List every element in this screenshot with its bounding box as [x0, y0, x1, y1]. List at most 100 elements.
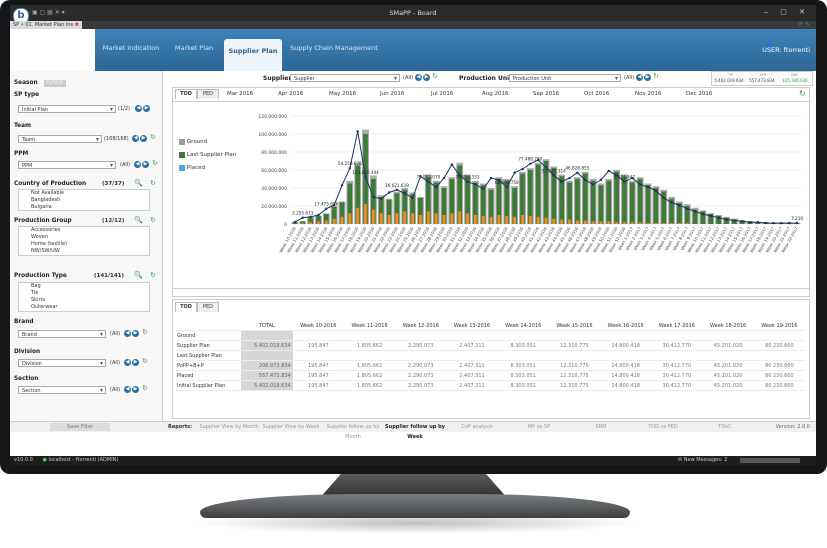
save-filter-button[interactable]: Save Filter [50, 423, 110, 431]
messages-label[interactable]: New Messages: 2 [683, 457, 728, 463]
series-point [521, 167, 524, 171]
bar-last-supplier-plan [300, 221, 306, 224]
sync-icon[interactable]: ⟳ ✎ [798, 21, 810, 28]
sp-type-select[interactable]: Initial Plan [18, 105, 116, 114]
report-link[interactable]: Supplier View by Week [262, 424, 320, 430]
pu-next-icon[interactable]: ▶ [644, 74, 651, 81]
tab-market-indication[interactable]: Market Indication [102, 44, 160, 52]
list-item[interactable]: Home (textile) [31, 241, 67, 247]
supplier-next-icon[interactable]: ▶ [423, 74, 430, 81]
list-item[interactable]: NW/SW/UW [31, 248, 60, 254]
quick-access-icons[interactable]: ▣ ▢ ▤ ✕ ▾ [32, 9, 65, 16]
list-item[interactable]: Not Available [31, 190, 64, 196]
division-refresh-icon[interactable]: ↻ [142, 357, 148, 365]
header-metrics: YP PFP Diff. 5.402.019.634 557.473.834 $… [711, 71, 813, 86]
prodgroup-search-icon[interactable]: 🔍 [134, 216, 143, 224]
division-next-icon[interactable]: ▶ [132, 359, 139, 366]
list-item[interactable]: Woven [31, 234, 48, 240]
country-list[interactable]: Not Available Bangladesh Bulgaria [18, 189, 150, 211]
prodtype-list[interactable]: Bag Tie Skirts Outerwear [18, 282, 150, 312]
supplier-prev-icon[interactable]: ◀ [415, 74, 422, 81]
list-item[interactable]: Accessories [31, 227, 61, 233]
supplier-select[interactable]: Supplier [290, 74, 400, 83]
pu-refresh-icon[interactable]: ↻ [653, 72, 659, 80]
report-link[interactable]: MP vs SP [527, 424, 551, 430]
bar-last-supplier-plan [371, 179, 376, 224]
division-select[interactable]: Division [18, 359, 106, 368]
bar-placed [364, 204, 367, 224]
division-prev-icon[interactable]: ◀ [124, 359, 131, 366]
list-item[interactable]: Tie [31, 290, 39, 296]
report-link[interactable]: CoP analysis [461, 424, 493, 430]
brand-refresh-icon[interactable]: ↻ [142, 328, 148, 336]
tab-market-plan[interactable]: Market Plan [174, 44, 214, 52]
brand-prev-icon[interactable]: ◀ [124, 330, 131, 337]
table-header-cell: Week 17-2016 [651, 321, 703, 331]
bar-last-supplier-plan [692, 209, 698, 224]
prodtype-refresh-icon[interactable]: ↻ [150, 271, 156, 279]
next-arrow-icon[interactable]: ▶ [143, 105, 150, 112]
tab-tod[interactable]: TOD [175, 89, 197, 99]
tab-ped[interactable]: PED [197, 89, 219, 99]
prodgroup-refresh-icon[interactable]: ↻ [150, 216, 156, 224]
chart-refresh-icon[interactable]: ↻ [799, 89, 806, 98]
report-link[interactable]: Supplier follow up by Month [326, 424, 380, 440]
window-controls[interactable]: ‒ ▢ ✕ [763, 8, 810, 16]
tab-supplier-plan[interactable]: Supplier Plan [224, 39, 282, 71]
ppm-next-icon[interactable]: ▶ [142, 161, 149, 168]
list-item[interactable]: Bulgaria [31, 204, 52, 210]
brand-select[interactable]: Brand [18, 330, 106, 339]
section-prev-icon[interactable]: ◀ [124, 386, 131, 393]
country-refresh-icon[interactable]: ↻ [150, 179, 156, 187]
section-refresh-icon[interactable]: ↻ [142, 384, 148, 392]
list-item[interactable]: Bangladesh [31, 197, 61, 203]
messages-icon[interactable]: ✉ New Messages: 2 [678, 457, 728, 463]
table-header-cell: Week 14-2016 [497, 321, 549, 331]
bar-placed [575, 220, 579, 224]
tab-ped-table[interactable]: PED [197, 302, 219, 312]
table-cell: 2.407.311 [446, 340, 498, 351]
tab-supply-chain-management[interactable]: Supply Chain Management [290, 44, 378, 52]
team-select[interactable]: Team [18, 135, 102, 144]
bar-placed [450, 213, 454, 224]
settings-icon[interactable]: ✎ [804, 21, 810, 28]
report-link[interactable]: Supplier View by Month [199, 424, 259, 430]
file-tab[interactable]: SP • 01. Market Plan Ins ✖ [10, 21, 82, 29]
series-point [670, 201, 673, 204]
team-next-icon[interactable]: ▶ [140, 135, 147, 142]
prodtype-count: (141/141) [94, 273, 124, 279]
prodgroup-list[interactable]: Accessories Woven Home (textile) NW/SW/U… [18, 226, 150, 256]
prev-arrow-icon[interactable]: ◀ [135, 105, 142, 112]
pu-prev-icon[interactable]: ◀ [636, 74, 643, 81]
prodtype-search-icon[interactable]: 🔍 [134, 271, 143, 279]
list-item[interactable]: Outerwear [31, 304, 58, 310]
list-item[interactable]: Skirts [31, 297, 46, 303]
y-tick-label: 100.000.000 [258, 132, 287, 138]
ppm-refresh-icon[interactable]: ↻ [152, 159, 158, 167]
supplier-refresh-icon[interactable]: ↻ [432, 72, 438, 80]
series-point [356, 130, 359, 133]
season-button[interactable]: Fy2016 [44, 80, 66, 87]
ppm-select[interactable]: PPM [18, 161, 116, 170]
report-link[interactable]: Supplier follow up by Week [385, 424, 445, 440]
report-link[interactable]: SRM [595, 424, 607, 430]
user-label[interactable]: USER: ftorrenti [762, 46, 810, 54]
ppm-prev-icon[interactable]: ◀ [134, 161, 141, 168]
production-unit-select[interactable]: Production Unit [509, 74, 621, 83]
zoom-slider[interactable] [740, 458, 800, 463]
table-header-row: TOTAL Week 10-2016 Week 11-2016 Week 12-201… [175, 321, 805, 331]
list-item[interactable]: Bag [31, 283, 41, 289]
country-search-icon[interactable]: 🔍 [134, 179, 143, 187]
close-tab-icon[interactable]: ✖ [74, 22, 79, 28]
team-prev-icon[interactable]: ◀ [132, 135, 139, 142]
series-point [638, 183, 642, 186]
table-cell: 45.201.020 [702, 360, 754, 371]
brand-next-icon[interactable]: ▶ [132, 330, 139, 337]
bar-placed [599, 221, 603, 224]
tab-tod-table[interactable]: TOD [175, 302, 197, 312]
report-link[interactable]: TDoC [718, 424, 732, 430]
report-link[interactable]: TOD vs PED [648, 424, 678, 430]
section-next-icon[interactable]: ▶ [132, 386, 139, 393]
section-select[interactable]: Section [18, 386, 106, 395]
team-refresh-icon[interactable]: ↻ [150, 133, 156, 141]
